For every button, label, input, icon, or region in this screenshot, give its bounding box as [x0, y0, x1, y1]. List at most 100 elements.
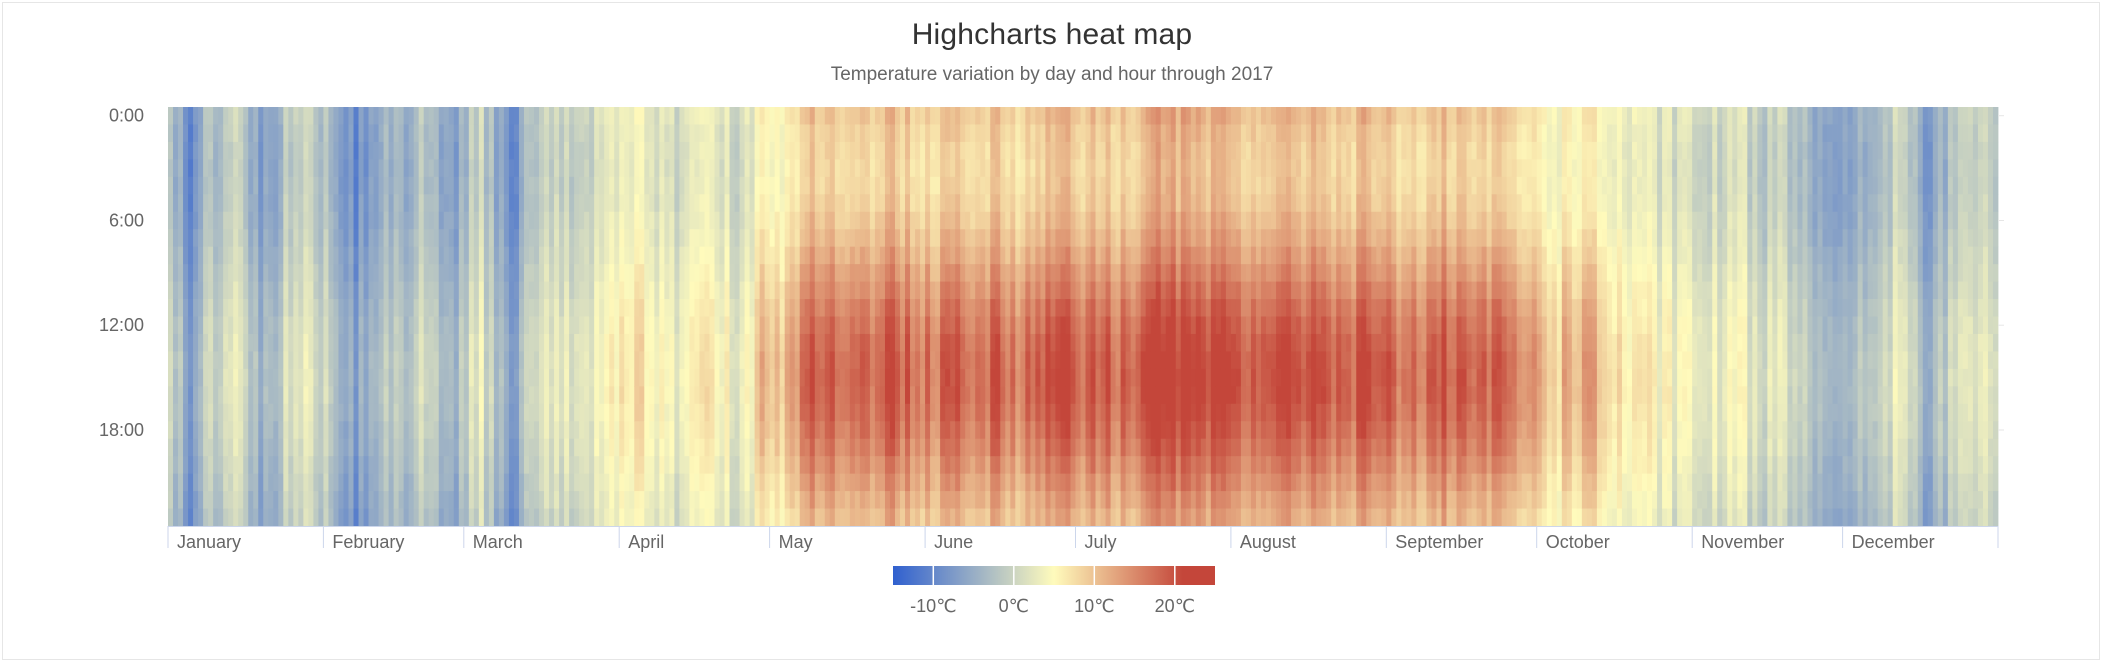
heatmap-cell [864, 194, 871, 213]
heatmap-cell [539, 159, 545, 178]
heatmap-cell [935, 368, 941, 387]
heatmap-cell [589, 403, 595, 422]
heatmap-cell [980, 211, 986, 230]
heatmap-cell [829, 124, 836, 143]
heatmap-cell [1185, 246, 1192, 265]
heatmap-cell [744, 508, 750, 527]
heatmap-cell [438, 159, 445, 178]
heatmap-cell [754, 491, 761, 509]
heatmap-cell [930, 211, 936, 230]
heatmap-cell [799, 229, 806, 248]
heatmap-cell [1070, 124, 1076, 143]
heatmap-cell [1020, 211, 1026, 230]
heatmap-cell [619, 141, 625, 160]
heatmap-cell [1045, 176, 1051, 195]
heatmap-cell [1015, 438, 1021, 457]
heatmap-cell [353, 194, 359, 213]
heatmap-cell [313, 421, 319, 440]
heatmap-cell [854, 107, 861, 125]
heatmap-cell [970, 107, 976, 125]
heatmap-cell [173, 107, 179, 125]
heatmap-cell [679, 368, 685, 387]
heatmap-cell [654, 246, 660, 265]
heatmap-cell [774, 176, 781, 195]
heatmap-cell [1170, 386, 1177, 405]
heatmap-cell [574, 386, 580, 405]
heatmap-cell [915, 124, 921, 143]
heatmap-cell [744, 403, 750, 422]
heatmap-cell [1010, 333, 1016, 352]
heatmap-cell [1105, 491, 1111, 509]
heatmap-cell [513, 211, 520, 230]
heatmap-cell [183, 299, 189, 317]
heatmap-cell [1045, 281, 1051, 300]
heatmap-cell [478, 159, 485, 178]
heatmap-cell [839, 333, 846, 352]
heatmap-cell [749, 438, 755, 457]
heatmap-cell [1145, 124, 1152, 143]
heatmap-cell [669, 211, 675, 230]
heatmap-cell [528, 473, 535, 492]
heatmap-cell [253, 421, 259, 440]
heatmap-cell [203, 264, 209, 282]
heatmap-cell [338, 386, 344, 405]
heatmap-cell [925, 403, 931, 422]
heatmap-cell [955, 491, 961, 509]
heatmap-cell [1190, 473, 1197, 492]
heatmap-cell [634, 194, 640, 213]
heatmap-cell [473, 124, 480, 143]
heatmap-cell [488, 456, 495, 475]
heatmap-cell [985, 281, 991, 300]
heatmap-cell [363, 107, 369, 125]
heatmap-cell [569, 229, 575, 248]
heatmap-cell [1180, 194, 1187, 213]
heatmap-cell [844, 124, 851, 143]
heatmap-cell [238, 246, 244, 265]
heatmap-cell [513, 141, 520, 160]
heatmap-cell [985, 438, 991, 457]
heatmap-cell [178, 333, 184, 352]
heatmap-cell [824, 316, 831, 335]
heatmap-cell [353, 141, 359, 160]
heatmap-cell [1100, 491, 1106, 509]
heatmap-cell [869, 473, 876, 492]
heatmap-cell [253, 211, 259, 230]
heatmap-cell [729, 246, 735, 265]
heatmap-cell [1200, 473, 1207, 492]
heatmap-cell [203, 491, 209, 509]
heatmap-cell [874, 229, 881, 248]
heatmap-cell [854, 508, 861, 527]
heatmap-cell [238, 351, 244, 370]
heatmap-cell [1105, 508, 1111, 527]
heatmap-cell [624, 368, 630, 387]
heatmap-cell [403, 386, 410, 405]
heatmap-cell [619, 299, 625, 317]
heatmap-cell [629, 351, 635, 370]
heatmap-cell [754, 281, 761, 300]
heatmap-cell [579, 229, 585, 248]
heatmap-cell [1180, 473, 1187, 492]
heatmap-cell [278, 264, 284, 282]
heatmap-cell [448, 211, 455, 230]
heatmap-cell [458, 107, 465, 125]
heatmap-cell [1200, 246, 1207, 265]
heatmap-cell [849, 508, 856, 527]
heatmap-cell [534, 246, 540, 265]
heatmap-cell [368, 386, 374, 405]
heatmap-cell [1190, 333, 1197, 352]
heatmap-cell [559, 159, 565, 178]
heatmap-cell [243, 473, 249, 492]
heatmap-cell [734, 351, 740, 370]
heatmap-cell [774, 316, 781, 335]
heatmap-cell [629, 176, 635, 195]
heatmap-cell [839, 107, 846, 125]
heatmap-cell [418, 194, 425, 213]
heatmap-cell [689, 333, 695, 352]
heatmap-cell [1105, 386, 1111, 405]
heatmap-cell [1155, 299, 1162, 317]
heatmap-cell [739, 141, 745, 160]
heatmap-cell [829, 211, 836, 230]
heatmap-cell [894, 107, 901, 125]
heatmap-cell [178, 159, 184, 178]
heatmap-cell [273, 159, 279, 178]
